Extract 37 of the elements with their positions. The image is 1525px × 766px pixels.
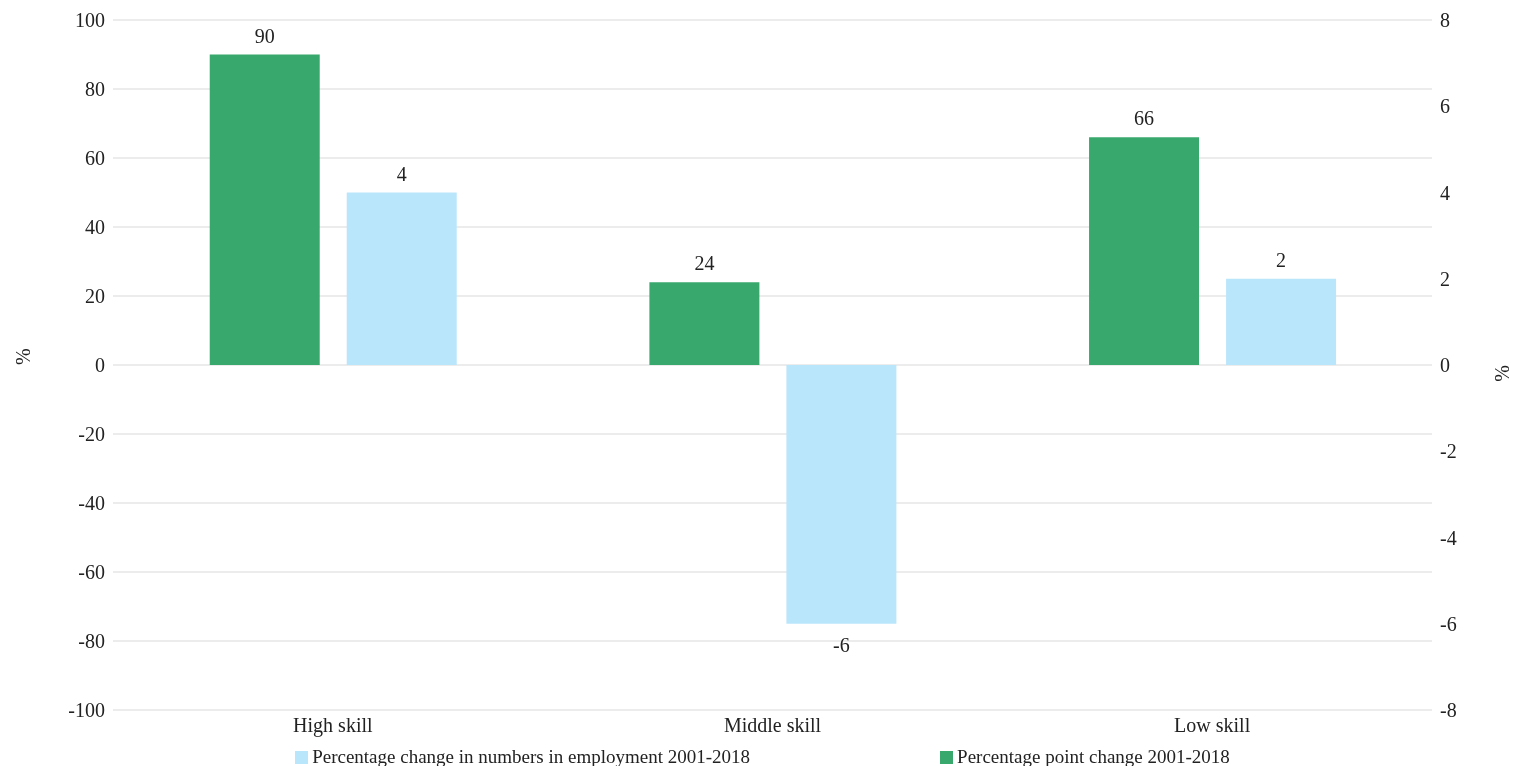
bar bbox=[786, 365, 897, 624]
y-tick-label: 80 bbox=[85, 78, 105, 101]
y2-tick-label: 8 bbox=[1440, 9, 1450, 32]
y2-tick-label: 4 bbox=[1440, 181, 1450, 204]
bar bbox=[346, 192, 457, 365]
y2-tick-label: 6 bbox=[1440, 95, 1450, 118]
y-tick-label: 0 bbox=[95, 354, 105, 377]
y-tick-label: -20 bbox=[78, 423, 105, 446]
bar bbox=[1089, 137, 1200, 365]
y-axis-title: % bbox=[12, 348, 35, 365]
x-tick-label: Low skill bbox=[1174, 714, 1251, 737]
y2-tick-label: -4 bbox=[1440, 526, 1457, 549]
x-tick-label: High skill bbox=[293, 714, 373, 738]
y2-tick-label: 2 bbox=[1440, 267, 1450, 290]
y-tick-label: 40 bbox=[85, 216, 105, 239]
x-tick-label: Middle skill bbox=[723, 714, 822, 737]
bar bbox=[649, 282, 760, 365]
y2-axis-title: % bbox=[1491, 365, 1514, 382]
data-label: 66 bbox=[1134, 107, 1155, 130]
data-label: -6 bbox=[833, 633, 850, 656]
y-tick-label: 20 bbox=[85, 285, 105, 308]
data-label: 4 bbox=[396, 162, 407, 185]
y2-tick-label: -8 bbox=[1440, 699, 1457, 722]
y-tick-label: -100 bbox=[68, 699, 105, 722]
y2-tick-label: -2 bbox=[1440, 440, 1457, 463]
data-label: 2 bbox=[1276, 248, 1287, 271]
y-tick-label: -40 bbox=[78, 492, 105, 515]
y2-tick-label: 0 bbox=[1440, 354, 1450, 377]
data-label: 90 bbox=[254, 24, 275, 47]
y2-tick-label: -6 bbox=[1440, 612, 1457, 635]
data-label: 24 bbox=[694, 252, 715, 275]
y-tick-label: 60 bbox=[85, 147, 105, 170]
bar bbox=[1226, 278, 1337, 365]
y-tick-label: -60 bbox=[78, 561, 105, 584]
bar bbox=[209, 54, 320, 365]
y-tick-label: -80 bbox=[78, 630, 105, 653]
y-tick-label: 100 bbox=[75, 9, 105, 32]
